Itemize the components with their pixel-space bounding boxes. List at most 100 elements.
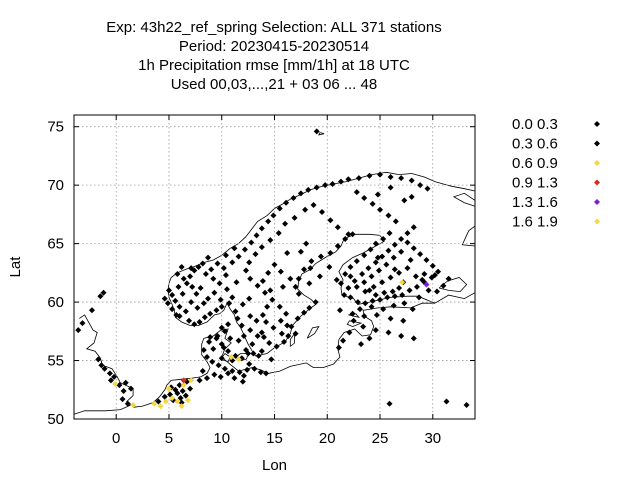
station-point-series-1 xyxy=(327,249,334,256)
coastline-segment xyxy=(434,292,476,304)
station-point-series-1 xyxy=(218,303,225,310)
station-point-series-1 xyxy=(239,301,246,308)
station-point-series-1 xyxy=(346,329,353,336)
station-point-series-1 xyxy=(412,273,419,280)
station-point-series-1 xyxy=(353,258,360,265)
station-point-series-1 xyxy=(349,310,356,317)
station-point-series-1 xyxy=(193,290,200,297)
station-point-series-1 xyxy=(372,240,379,247)
station-point-series-1 xyxy=(215,362,222,369)
station-point-series-4 xyxy=(180,377,187,384)
station-point-series-1 xyxy=(257,369,264,376)
station-point-series-1 xyxy=(243,267,250,274)
station-point-series-3 xyxy=(174,398,181,405)
station-point-series-1 xyxy=(172,297,179,304)
station-point-series-1 xyxy=(398,235,405,242)
station-point-series-2 xyxy=(179,387,186,394)
station-point-series-3 xyxy=(188,377,195,384)
station-point-series-1 xyxy=(318,209,325,216)
station-point-series-1 xyxy=(161,295,168,302)
station-point-series-1 xyxy=(226,300,233,307)
station-point-series-1 xyxy=(359,271,366,278)
station-point-series-1 xyxy=(179,290,186,297)
station-point-series-1 xyxy=(354,299,361,306)
station-point-series-1 xyxy=(180,275,187,282)
station-point-series-1 xyxy=(335,344,342,351)
y-tick-label: 55 xyxy=(47,353,64,370)
station-point-series-1 xyxy=(214,260,221,267)
legend-marker xyxy=(594,140,600,147)
y-axis-ticks: 50 55 60 65 70 75 xyxy=(47,119,475,428)
station-point-series-1 xyxy=(222,272,229,279)
station-point-series-2 xyxy=(396,285,403,292)
station-point-series-1 xyxy=(247,327,254,334)
station-point-series-2 xyxy=(431,272,438,279)
station-point-series-1 xyxy=(221,365,228,372)
station-point-series-1 xyxy=(169,306,176,313)
station-point-series-1 xyxy=(238,322,245,329)
station-point-series-1 xyxy=(254,332,261,339)
station-point-series-1 xyxy=(306,304,313,311)
station-point-series-1 xyxy=(334,224,341,231)
station-point-series-1 xyxy=(387,184,394,191)
station-point-series-2 xyxy=(333,276,340,283)
station-point-series-1 xyxy=(229,294,236,301)
station-point-series-1 xyxy=(419,276,426,283)
station-point-series-1 xyxy=(358,341,365,348)
station-point-series-3 xyxy=(180,382,187,389)
title-line-3: 1h Precipitation rmse [mm/1h] at 18 UTC xyxy=(138,57,410,74)
station-point-series-1 xyxy=(326,264,333,270)
station-point-series-1 xyxy=(263,370,270,377)
station-point-series-1 xyxy=(365,265,372,272)
station-point-series-1 xyxy=(234,315,241,322)
station-point-series-1 xyxy=(374,254,381,261)
station-point-series-1 xyxy=(313,184,320,191)
station-point-series-1 xyxy=(362,300,369,307)
station-point-series-1 xyxy=(408,177,415,184)
station-point-series-1 xyxy=(377,296,384,303)
station-point-series-3 xyxy=(130,401,137,408)
station-point-series-1 xyxy=(385,329,392,336)
station-point-series-1 xyxy=(374,191,381,198)
title-line-1: Exp: 43h22_ref_spring Selection: ALL 371… xyxy=(106,19,442,36)
legend-marker xyxy=(594,218,600,225)
coastline-segment xyxy=(167,171,476,357)
station-point-series-1 xyxy=(191,321,198,328)
station-point-series-1 xyxy=(349,231,356,238)
station-point-series-2 xyxy=(391,266,398,273)
station-point-series-1 xyxy=(207,310,214,317)
station-point-series-1 xyxy=(327,217,334,224)
station-point-series-2 xyxy=(425,287,432,294)
station-point-series-1 xyxy=(322,182,329,189)
station-point-series-1 xyxy=(295,275,302,282)
station-point-series-1 xyxy=(235,253,242,260)
station-point-series-1 xyxy=(253,232,260,239)
station-point-series-1 xyxy=(291,214,298,221)
station-point-series-1 xyxy=(259,278,266,285)
station-point-series-1 xyxy=(387,315,394,322)
legend-entry-label: 0.9 1.3 xyxy=(512,175,558,192)
station-point-series-1 xyxy=(210,275,217,282)
station-point-series-1 xyxy=(205,295,212,302)
station-point-series-1 xyxy=(178,399,185,406)
station-point-series-1 xyxy=(389,288,396,295)
coastline-segment xyxy=(318,132,325,136)
station-point-series-1 xyxy=(209,358,216,365)
station-point-series-1 xyxy=(207,334,214,341)
station-point-series-1 xyxy=(270,324,277,331)
station-point-series-1 xyxy=(445,275,452,282)
station-point-series-1 xyxy=(329,180,336,187)
station-point-series-1 xyxy=(280,338,287,345)
station-point-series-1 xyxy=(353,189,360,196)
x-axis-ticks: 0 5 10 15 20 25 30 xyxy=(112,115,441,447)
chart-title: Exp: 43h22_ref_spring Selection: ALL 371… xyxy=(106,19,442,93)
station-point-series-1 xyxy=(361,279,368,286)
title-line-4: Used 00,03,...,21 + 03 06 ... 48 xyxy=(171,76,377,93)
station-point-series-2 xyxy=(225,321,232,328)
coastline-segment xyxy=(289,332,295,347)
station-point-series-3 xyxy=(151,400,158,407)
station-point-series-1 xyxy=(408,193,415,200)
station-point-series-1 xyxy=(305,186,312,193)
legend-marker xyxy=(594,199,600,205)
station-point-series-1 xyxy=(196,377,203,384)
